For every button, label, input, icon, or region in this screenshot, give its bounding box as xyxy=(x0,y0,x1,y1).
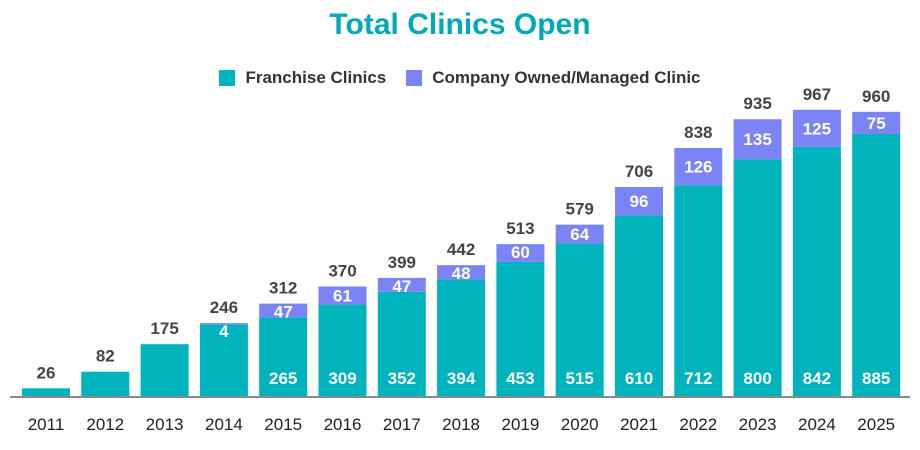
legend-label-company: Company Owned/Managed Clinic xyxy=(432,68,701,87)
bar-company-2024 xyxy=(792,109,841,147)
segment-label-company-2018: 48 xyxy=(452,264,471,283)
bar-company-2016 xyxy=(318,286,367,305)
x-tick-label-2022: 2022 xyxy=(679,415,717,434)
total-label-2015: 312 xyxy=(269,279,297,298)
bar-franchise-2013 xyxy=(140,344,189,396)
segment-label-franchise-2020: 515 xyxy=(566,369,594,388)
x-tick-label-2014: 2014 xyxy=(205,415,243,434)
legend-item-company: Company Owned/Managed Clinic xyxy=(406,68,701,88)
segment-label-franchise-2019: 453 xyxy=(506,369,534,388)
total-label-2017: 399 xyxy=(388,253,416,272)
legend-item-franchise: Franchise Clinics xyxy=(219,68,386,88)
segment-label-company-2016: 61 xyxy=(333,287,352,306)
x-tick-label-2021: 2021 xyxy=(620,415,658,434)
bar-franchise-2022 xyxy=(674,185,723,396)
bar-franchise-2011 xyxy=(22,388,70,396)
total-label-2011: 26 xyxy=(37,363,56,382)
bar-franchise-2021 xyxy=(615,215,663,396)
segment-label-company-2015: 47 xyxy=(274,303,293,322)
segment-label-company-2025: 75 xyxy=(867,114,886,133)
segment-label-company-2023: 135 xyxy=(743,130,771,149)
total-label-2016: 370 xyxy=(328,261,356,280)
bar-franchise-2016 xyxy=(318,304,367,396)
total-label-2023: 935 xyxy=(743,94,771,113)
total-label-2020: 579 xyxy=(566,200,594,219)
segment-label-company-2019: 60 xyxy=(511,243,530,262)
bar-company-2014 xyxy=(199,323,248,325)
x-tick-label-2017: 2017 xyxy=(383,415,421,434)
x-tick-label-2020: 2020 xyxy=(561,415,599,434)
bar-franchise-2018 xyxy=(437,279,486,396)
bar-franchise-2014 xyxy=(199,324,248,396)
total-label-2014: 246 xyxy=(210,298,238,317)
bar-company-2018 xyxy=(437,265,486,280)
x-tick-label-2011: 2011 xyxy=(28,415,65,434)
segment-label-franchise-2023: 800 xyxy=(743,369,771,388)
segment-label-company-2014: 4 xyxy=(219,322,229,341)
bar-company-2020 xyxy=(555,224,604,244)
segment-label-company-2024: 125 xyxy=(803,119,831,138)
segment-label-franchise-2018: 394 xyxy=(447,369,476,388)
total-label-2022: 838 xyxy=(684,123,712,142)
total-label-2024: 967 xyxy=(803,85,831,104)
bar-company-2025 xyxy=(852,111,901,135)
total-label-2013: 175 xyxy=(150,319,178,338)
chart-title: Total Clinics Open xyxy=(329,8,591,41)
bar-franchise-2017 xyxy=(377,291,426,396)
bar-company-2021 xyxy=(615,187,663,216)
bar-company-2022 xyxy=(674,147,723,186)
x-tick-label-2015: 2015 xyxy=(264,415,302,434)
x-tick-label-2024: 2024 xyxy=(798,415,836,434)
total-label-2012: 82 xyxy=(96,347,115,366)
legend-label-franchise: Franchise Clinics xyxy=(245,68,387,87)
bar-franchise-2015 xyxy=(259,317,308,396)
segment-label-company-2020: 64 xyxy=(570,225,589,244)
segment-label-franchise-2017: 352 xyxy=(388,369,416,388)
segment-label-franchise-2016: 309 xyxy=(328,369,356,388)
bar-company-2019 xyxy=(496,244,545,262)
bar-franchise-2020 xyxy=(555,243,604,396)
x-tick-label-2023: 2023 xyxy=(739,415,777,434)
bar-franchise-2019 xyxy=(496,261,545,396)
total-label-2019: 513 xyxy=(506,219,534,238)
bar-franchise-2025 xyxy=(852,134,901,397)
segment-label-franchise-2022: 712 xyxy=(684,369,712,388)
total-label-2021: 706 xyxy=(625,162,653,181)
bar-franchise-2012 xyxy=(81,371,130,396)
legend-swatch-franchise xyxy=(219,70,236,86)
segment-label-franchise-2021: 610 xyxy=(625,369,653,388)
x-tick-label-2016: 2016 xyxy=(324,415,362,434)
segment-label-company-2017: 47 xyxy=(392,277,411,296)
bar-company-2023 xyxy=(733,119,782,160)
segment-label-company-2022: 126 xyxy=(684,158,712,177)
segment-label-franchise-2024: 842 xyxy=(803,369,831,388)
segment-label-franchise-2025: 885 xyxy=(862,369,890,388)
total-label-2025: 960 xyxy=(862,87,890,106)
x-tick-label-2018: 2018 xyxy=(442,415,480,434)
bar-franchise-2024 xyxy=(792,146,841,396)
x-tick-label-2013: 2013 xyxy=(146,415,184,434)
x-tick-label-2025: 2025 xyxy=(857,415,895,434)
total-label-2018: 442 xyxy=(447,240,475,259)
x-tick-label-2012: 2012 xyxy=(86,415,124,434)
x-tick-label-2019: 2019 xyxy=(501,415,539,434)
segment-label-company-2021: 96 xyxy=(630,192,649,211)
segment-label-franchise-2015: 265 xyxy=(269,369,297,388)
legend-swatch-company xyxy=(406,70,423,86)
bar-franchise-2023 xyxy=(733,159,782,396)
bar-company-2015 xyxy=(259,303,308,318)
legend: Franchise Clinics Company Owned/Managed … xyxy=(0,68,920,88)
bar-company-2017 xyxy=(377,277,426,292)
